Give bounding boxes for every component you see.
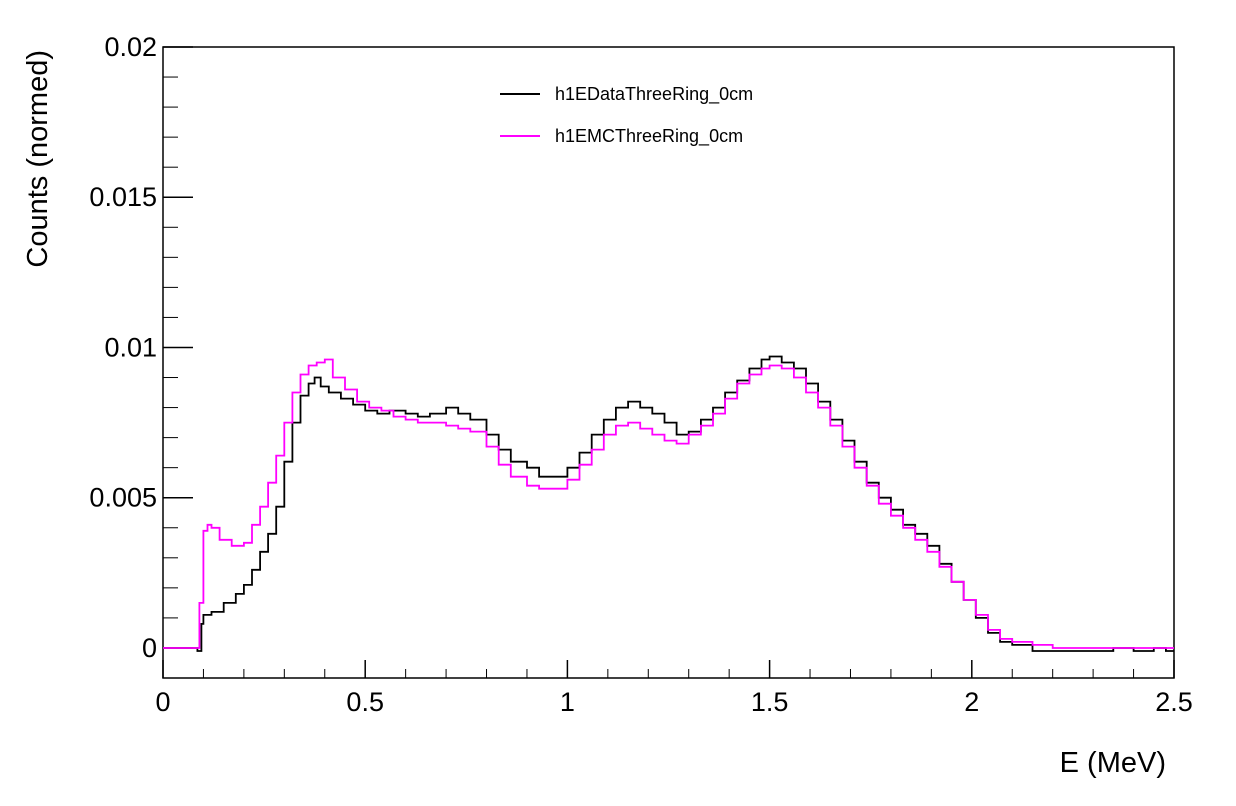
legend-label-mc: h1EMCThreeRing_0cm	[555, 126, 743, 147]
y-tick-label-1: 0.005	[89, 483, 157, 513]
y-axis-title: Counts (normed)	[22, 50, 54, 268]
series-layer	[163, 355, 1174, 652]
x-tick-label-3: 1.5	[751, 687, 789, 717]
series-line-data	[163, 355, 1174, 652]
y-tick-label-2: 0.01	[104, 332, 157, 362]
legend: h1EDataThreeRing_0cm h1EMCThreeRing_0cm	[500, 84, 753, 147]
x-axis-title: E (MeV)	[1060, 747, 1166, 779]
x-tick-label-2: 1	[560, 687, 575, 717]
y-tick-label-4: 0.02	[104, 32, 157, 62]
x-tick-label-0: 0	[155, 687, 170, 717]
x-tick-label-4: 2	[964, 687, 979, 717]
y-tick-label-0: 0	[142, 633, 157, 663]
y-tick-label-3: 0.015	[89, 182, 157, 212]
plot-frame	[162, 46, 1175, 679]
y-axis-ticks: 0 0.005 0.01 0.015 0.02	[89, 32, 193, 679]
x-tick-label-5: 2.5	[1155, 687, 1193, 717]
x-axis-ticks: 0 0.5 1 1.5 2 2.5	[155, 660, 1193, 717]
series-line-mc	[163, 358, 1174, 649]
legend-label-data: h1EDataThreeRing_0cm	[555, 84, 753, 105]
x-tick-label-1: 0.5	[346, 687, 384, 717]
